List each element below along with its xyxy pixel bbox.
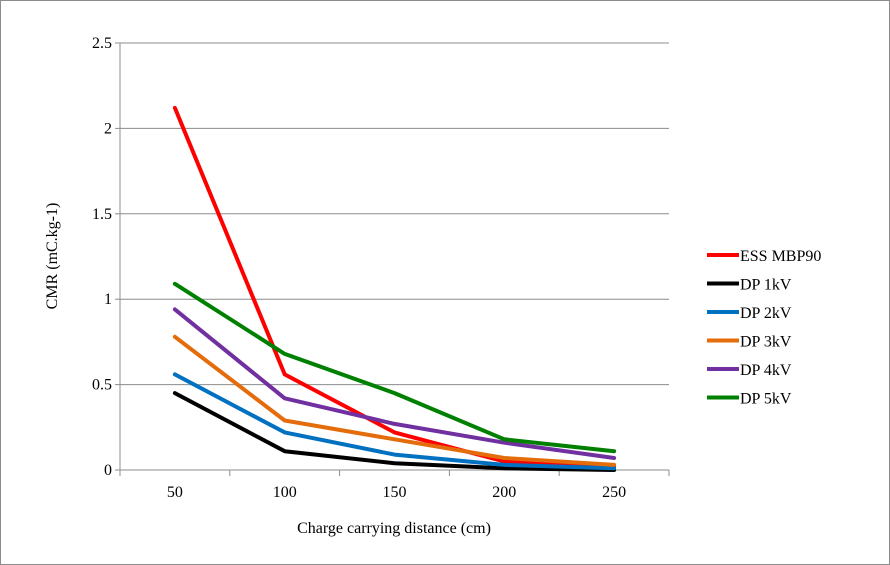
x-tick-label: 250 bbox=[602, 484, 626, 501]
y-axis-label: CMR (mC.kg-1) bbox=[44, 203, 61, 310]
legend: ESS MBP90 DP 1kV DP 2kV DP 3kV DP 4kV DP 5kV bbox=[707, 248, 821, 408]
y-tick-label: 2 bbox=[104, 120, 112, 137]
legend-label-4: DP 4kV bbox=[740, 362, 792, 379]
legend-label-2: DP 2kV bbox=[740, 305, 792, 322]
y-tick-label: 1 bbox=[104, 291, 112, 308]
legend-label-1: DP 1kV bbox=[740, 277, 792, 294]
legend-label-3: DP 3kV bbox=[740, 334, 792, 351]
x-tick-label: 50 bbox=[167, 484, 183, 501]
y-tick-label: 2.5 bbox=[92, 35, 112, 52]
series-line-1 bbox=[172, 391, 617, 472]
y-tick-label: 0 bbox=[104, 462, 112, 479]
series-line-5 bbox=[172, 281, 617, 454]
gridlines bbox=[120, 42, 669, 386]
legend-label-5: DP 5kV bbox=[740, 391, 792, 408]
legend-label-0: ESS MBP90 bbox=[740, 248, 821, 265]
series-line-3 bbox=[172, 334, 617, 467]
series-lines bbox=[172, 105, 617, 472]
y-tick-label: 1.5 bbox=[92, 206, 112, 223]
series-line-4 bbox=[172, 307, 617, 460]
x-tick-label: 100 bbox=[273, 484, 297, 501]
x-axis-label: Charge carrying distance (cm) bbox=[297, 520, 491, 537]
series-line-2 bbox=[172, 372, 617, 471]
y-tick-label: 0.5 bbox=[92, 377, 112, 394]
axes: 0 0.5 1 1.5 2 2.5 50 100 150 200 250 bbox=[92, 35, 670, 501]
series-line-0 bbox=[172, 105, 617, 469]
x-tick-label: 150 bbox=[383, 484, 407, 501]
x-tick-label: 200 bbox=[492, 484, 516, 501]
